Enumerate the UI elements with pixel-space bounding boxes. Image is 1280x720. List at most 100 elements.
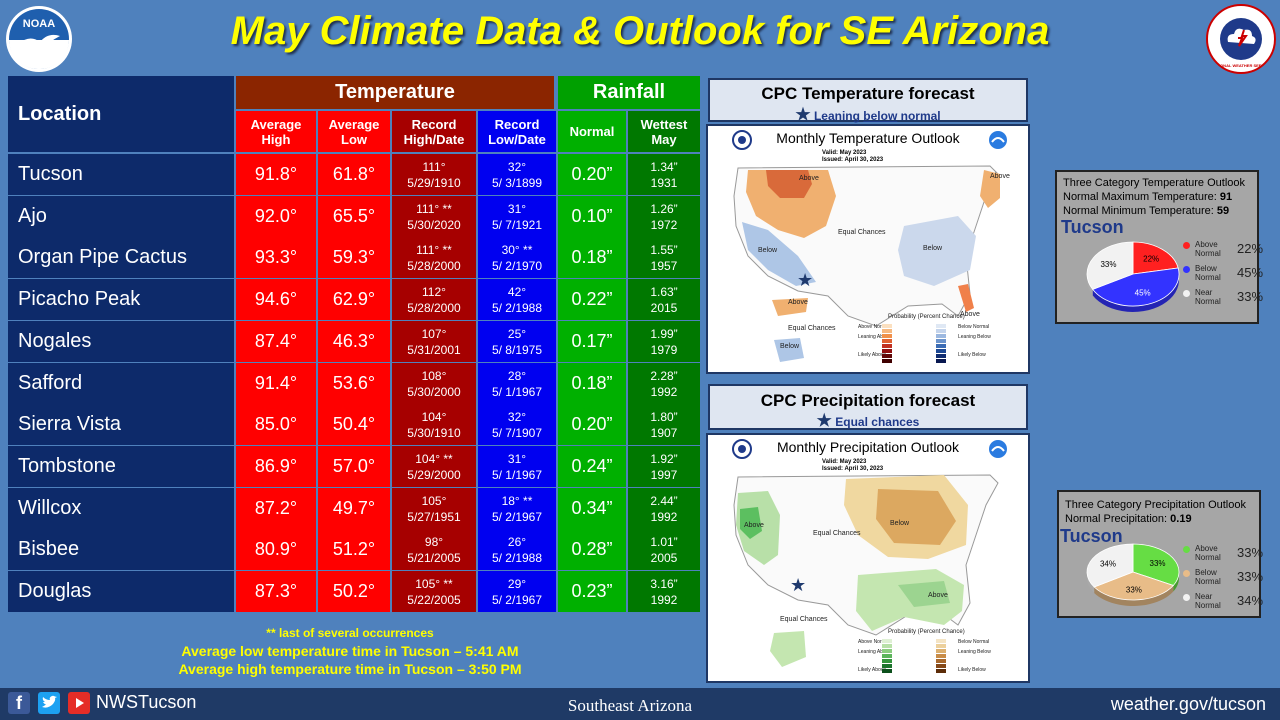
temp-legend-label: Leaning Below [958, 334, 991, 340]
record-high-date: 5/30/2020 [407, 217, 461, 232]
wettest-may-year: 2015 [650, 300, 678, 315]
youtube-icon[interactable] [68, 692, 90, 714]
location-name: Ajo [8, 196, 234, 237]
temp-map-label: Above [799, 175, 819, 182]
wettest-may-year: 1972 [650, 217, 678, 232]
wettest-may-cell: 2.28” 1992 [628, 363, 700, 404]
precip-legend-label: Likely Above [858, 667, 886, 673]
temp-outlook-max: Normal Maximum Temperature: 91 [1063, 191, 1233, 203]
temp-outlook-panel: Three Category Temperature Outlook Norma… [1055, 170, 1263, 324]
wettest-may-amount: 1.99” [650, 326, 678, 341]
record-high-value: 98° [424, 534, 444, 549]
precip-map-label: Above [928, 592, 948, 599]
twitter-icon[interactable] [38, 692, 60, 714]
average-high-value: 86.9° [236, 446, 316, 487]
wettest-may-year: 1997 [650, 467, 678, 482]
location-name: Organ Pipe Cactus [8, 237, 234, 278]
high-time-note: Average high temperature time in Tucson … [178, 661, 522, 677]
rainfall-header: Rainfall [558, 76, 700, 109]
record-low-value: 18° ** [501, 493, 533, 508]
record-high-value: 112° [422, 284, 446, 299]
legend-swatch [1183, 242, 1190, 249]
temp-map-label: Above [788, 299, 808, 306]
location-name: Tucson [8, 154, 234, 195]
record-low-value: 29° [507, 576, 527, 591]
pie-slice-label: 34% [1100, 560, 1116, 569]
wettest-may-year: 1992 [650, 384, 678, 399]
precip-outlook-pie: 33% 33% 34% [1086, 543, 1180, 606]
precip-map-label: Below [890, 520, 910, 527]
legend-swatch [1183, 290, 1190, 297]
facebook-icon[interactable]: f [8, 692, 30, 714]
precip-map-label: Equal Chances [813, 530, 861, 537]
normal-rainfall-value: 0.20” [558, 404, 626, 445]
record-low-cell: 32° 5/ 7/1907 [478, 404, 556, 445]
average-high-value: 87.4° [236, 321, 316, 362]
wettest-may-amount: 1.26” [650, 201, 678, 216]
precip-legend-label: Leaning Above [858, 649, 891, 655]
wettest-may-amount: 1.92” [650, 451, 678, 466]
wettest-may-cell: 3.16” 1992 [628, 571, 700, 612]
precip-legend-title: Probability (Percent Chance) [888, 629, 965, 635]
temp-outlook-city: Tucson [1061, 217, 1124, 237]
footer-url[interactable]: weather.gov/tucson [1110, 694, 1266, 714]
wettest-may-cell: 1.26” 1972 [628, 196, 700, 237]
footer-handle[interactable]: NWSTucson [96, 692, 197, 712]
temp-map-label: Below [758, 247, 778, 254]
average-high-value: 94.6° [236, 279, 316, 320]
record-low-date: 5/ 2/1967 [491, 509, 543, 524]
record-high-cell: 105° 5/27/1951 [392, 488, 476, 529]
record-high-value: 108° [421, 368, 447, 383]
average-low-value: 65.5° [318, 196, 390, 237]
wettest-may-cell: 1.55” 1957 [628, 237, 700, 278]
temp-map-title: Monthly Temperature Outlook [776, 130, 960, 146]
normal-rainfall-value: 0.28” [558, 529, 626, 570]
average-low-value: 62.9° [318, 279, 390, 320]
temp-outlook-min: Normal Minimum Temperature: 59 [1063, 205, 1230, 217]
temp-legend-label: Above Normal [858, 324, 890, 330]
record-high-cell: 105° ** 5/22/2005 [392, 571, 476, 612]
record-high-date: 5/31/2001 [407, 342, 461, 357]
wettest-may-year: 1957 [650, 258, 678, 273]
low-time-note: Average low temperature time in Tucson –… [181, 643, 519, 659]
record-high-value: 111° [422, 159, 446, 174]
record-high-cell: 111° ** 5/28/2000 [392, 237, 476, 278]
precip-legend-label: Above Normal [858, 639, 890, 645]
average-low-value: 53.6° [318, 363, 390, 404]
pie-slice-side [1094, 585, 1174, 606]
record-low-cell: 29° 5/ 2/1967 [478, 571, 556, 612]
legend-label: Above Normal [1195, 240, 1221, 258]
temp-forecast-subtitle: ★ Leaning below normal [795, 105, 941, 124]
average-low-value: 49.7° [318, 488, 390, 529]
record-low-date: 5/ 2/1988 [491, 550, 543, 565]
temp-map-label: Below [780, 343, 800, 350]
legend-percent: 33% [1237, 545, 1264, 560]
temp-legend-label: Below Normal [958, 324, 989, 330]
record-high-cell: 111° ** 5/30/2020 [392, 196, 476, 237]
location-name: Douglas [8, 571, 234, 612]
star-icon: ★ [797, 270, 813, 290]
average-high-value: 92.0° [236, 196, 316, 237]
record-low-cell: 18° ** 5/ 2/1967 [478, 488, 556, 529]
pie-slice [1086, 543, 1134, 588]
average-high-value: 91.8° [236, 154, 316, 195]
average-low-value: 57.0° [318, 446, 390, 487]
precip-outlook-city: Tucson [1060, 526, 1123, 546]
wettest-may-amount: 1.34” [650, 159, 678, 174]
average-high-value: 87.3° [236, 571, 316, 612]
wettest-may-year: 1907 [650, 425, 678, 440]
record-low-date: 5/ 7/1907 [491, 425, 543, 440]
noaa-logo: NOAA [6, 6, 72, 72]
record-low-date: 5/ 7/1921 [491, 217, 543, 232]
legend-percent: 22% [1237, 241, 1264, 256]
record-high-cell: 107° 5/31/2001 [392, 321, 476, 362]
record-high-cell: 98° 5/21/2005 [392, 529, 476, 570]
location-name: Bisbee [8, 529, 234, 570]
legend-swatch [1183, 570, 1190, 577]
record-low-value: 42° [507, 284, 527, 299]
location-name: Sierra Vista [8, 404, 234, 445]
record-high-date: 5/30/2000 [407, 384, 461, 399]
wettest-may-amount: 1.63” [650, 284, 678, 299]
record-high-cell: 104° 5/30/1910 [392, 404, 476, 445]
temp-map-valid: Valid: May 2023 [822, 150, 867, 156]
